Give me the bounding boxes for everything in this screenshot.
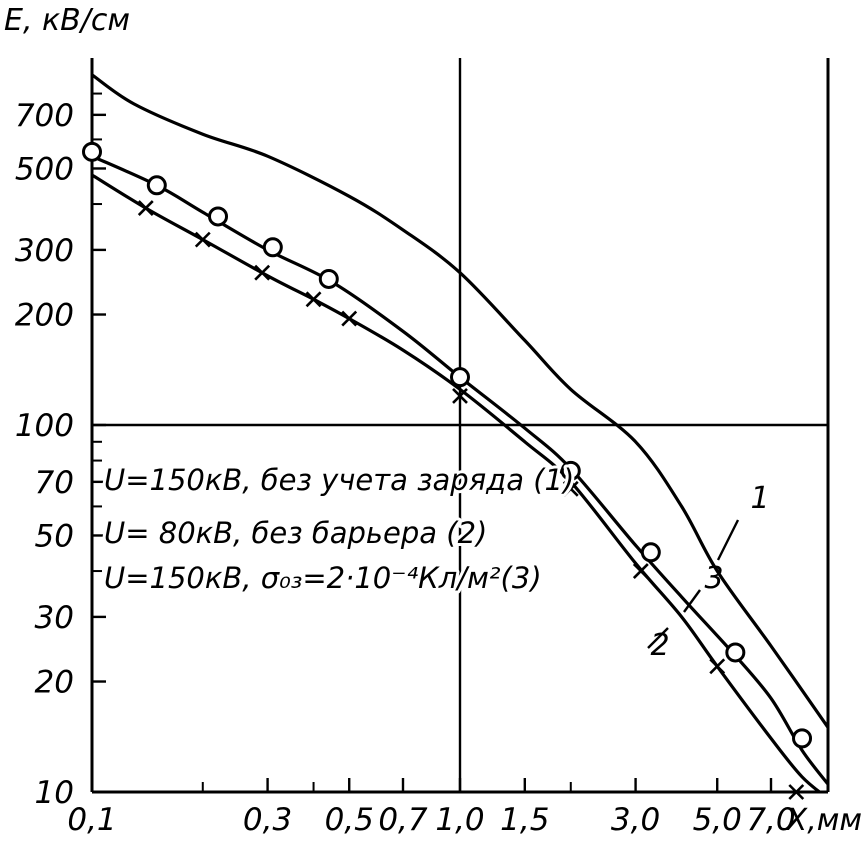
x-tick-label: 1,0	[435, 802, 484, 838]
curve-leader-line	[647, 627, 669, 649]
series-3-point	[146, 175, 167, 196]
curve-label: 3	[704, 561, 723, 596]
x-marker-stroke	[632, 563, 649, 579]
x-axis-title: X,мм	[785, 803, 862, 838]
series-2-point	[632, 563, 649, 579]
series-3-point	[208, 206, 229, 227]
curve-leader-line	[716, 519, 740, 561]
series-3-point	[792, 728, 813, 749]
plot-frame	[90, 58, 830, 794]
series-2-point	[709, 658, 726, 675]
x-marker-stroke	[341, 310, 358, 327]
x-tick-label: 5,0	[693, 802, 742, 838]
x-tick-label: 7,0	[746, 802, 795, 838]
series-2-point	[788, 784, 805, 800]
grid-layer	[92, 58, 828, 792]
x-marker-stroke	[788, 784, 805, 800]
x-tick-label: 0,5	[325, 802, 374, 838]
x-marker-stroke	[452, 388, 468, 404]
y-tick-label: 700	[15, 98, 74, 134]
series-2-point	[254, 264, 271, 281]
legend-entry: U= 80кВ, без барьера (2)	[104, 516, 487, 550]
y-tick-label: 20	[35, 665, 74, 701]
series-layer	[92, 73, 828, 792]
y-tick-label: 10	[35, 775, 74, 811]
x-tick-label: 3,0	[611, 802, 660, 838]
label-layer: 0,1 0,3 0,5 0,7 1,0 1,5 3,0 5,0 7,0 10 20 30 50 70 100…	[4, 3, 862, 838]
series-2-point	[137, 200, 154, 216]
series-3-point	[82, 141, 102, 162]
y-tick-label: 500	[15, 151, 74, 187]
curve-label: 2	[650, 628, 669, 663]
x-marker-stroke	[709, 658, 726, 675]
y-axis-title: E, кВ/см	[4, 3, 130, 38]
x-tick-label: 0,1	[67, 802, 116, 838]
series-3-point	[318, 268, 339, 289]
x-marker-stroke	[137, 200, 154, 216]
series-2-point	[562, 480, 579, 497]
series-2-point	[305, 291, 322, 308]
y-tick-label: 50	[35, 518, 74, 554]
series-line-2	[92, 173, 823, 792]
series-2-point	[194, 231, 211, 248]
y-tick-label: 300	[15, 233, 74, 269]
series-3-point	[560, 460, 581, 481]
x-marker-stroke	[194, 231, 211, 248]
y-tick-label: 30	[35, 600, 74, 636]
series-3-point	[262, 237, 283, 258]
y-tick-label: 200	[15, 298, 74, 334]
y-tick-label: 70	[35, 465, 74, 501]
curve-leader-line	[683, 589, 701, 613]
x-marker-stroke	[254, 264, 271, 281]
y-tick-label: 100	[15, 408, 74, 444]
x-tick-label: 0,7	[378, 802, 428, 838]
series-2-point	[452, 388, 468, 404]
marker-layer	[82, 141, 813, 800]
series-3-point	[640, 542, 661, 563]
series-line-3	[92, 154, 828, 786]
series-3-point	[450, 367, 470, 388]
x-marker-stroke	[305, 291, 322, 308]
x-marker-stroke	[562, 480, 579, 497]
legend-entry: U=150кВ, без учета заряда (1)	[104, 463, 574, 497]
series-line-1	[92, 73, 828, 729]
x-tick-label: 1,5	[500, 802, 549, 838]
legend-entry: U=150кВ, σ₀₃=2·10⁻⁴Кл/м²(3)	[104, 561, 542, 595]
series-2-point	[341, 310, 358, 327]
x-tick-label: 0,3	[243, 802, 292, 838]
curve-label: 1	[750, 481, 769, 516]
series-3-point	[725, 642, 746, 663]
